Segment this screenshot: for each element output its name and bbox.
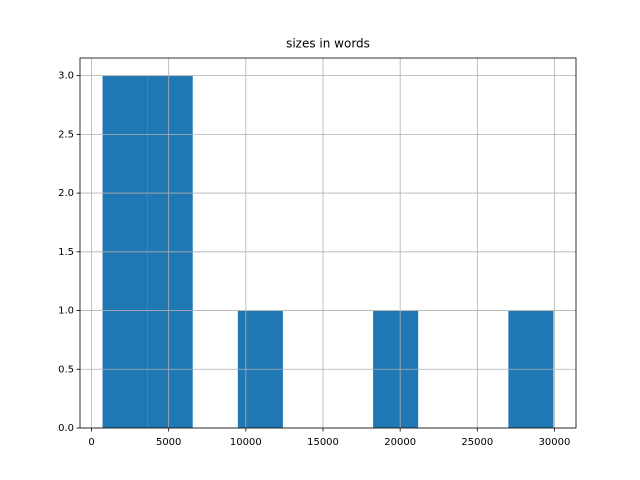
y-tick-label: 0.5 [58, 364, 74, 375]
y-tick-label: 3.0 [58, 71, 74, 82]
x-tick-label: 0 [88, 437, 94, 448]
y-tick-label: 1.0 [58, 306, 74, 317]
y-tick-label: 1.5 [58, 247, 74, 258]
x-tick-label: 5000 [156, 437, 181, 448]
x-tick-label: 30000 [539, 437, 571, 448]
y-tick-label: 2.5 [58, 129, 74, 140]
x-tick-label: 15000 [307, 437, 339, 448]
chart-title: sizes in words [286, 37, 370, 51]
plot-frame [79, 57, 577, 429]
x-tick-label: 25000 [461, 437, 493, 448]
y-tick-label: 0.0 [58, 423, 74, 434]
y-tick-label: 2.0 [58, 188, 74, 199]
x-tick-label: 10000 [230, 437, 262, 448]
x-tick-label: 20000 [384, 437, 416, 448]
